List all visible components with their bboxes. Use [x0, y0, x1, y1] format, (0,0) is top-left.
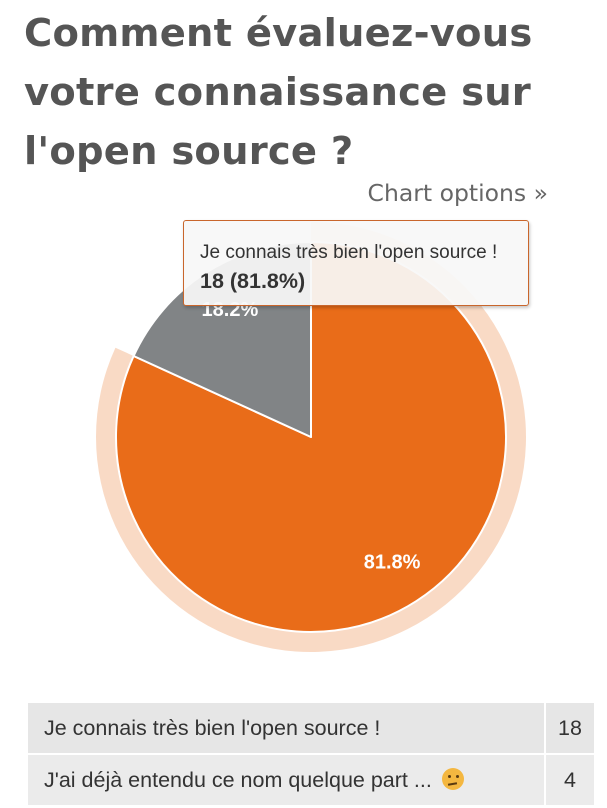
chart-options-link[interactable]: Chart options »	[367, 179, 548, 207]
tooltip-label: Je connais très bien l'open source !	[200, 242, 498, 263]
answer-count: 4	[544, 753, 596, 807]
table-row: Je connais très bien l'open source ! 18	[26, 701, 596, 755]
answer-label: Je connais très bien l'open source !	[26, 701, 546, 755]
question-title: Comment évaluez-vous votre connaissance …	[24, 11, 533, 174]
results-table: Je connais très bien l'open source ! 18 …	[26, 701, 596, 807]
table-row: J'ai déjà entendu ce nom quelque part ..…	[26, 753, 596, 807]
answer-label: J'ai déjà entendu ce nom quelque part ..…	[26, 753, 546, 807]
answer-count: 18	[544, 701, 596, 755]
chart-tooltip: Je connais très bien l'open source ! 18 …	[183, 220, 529, 306]
pie-data-label: 81.8%	[364, 551, 421, 573]
thinking-face-icon	[441, 767, 464, 790]
tooltip-value: 18 (81.8%)	[200, 269, 306, 293]
